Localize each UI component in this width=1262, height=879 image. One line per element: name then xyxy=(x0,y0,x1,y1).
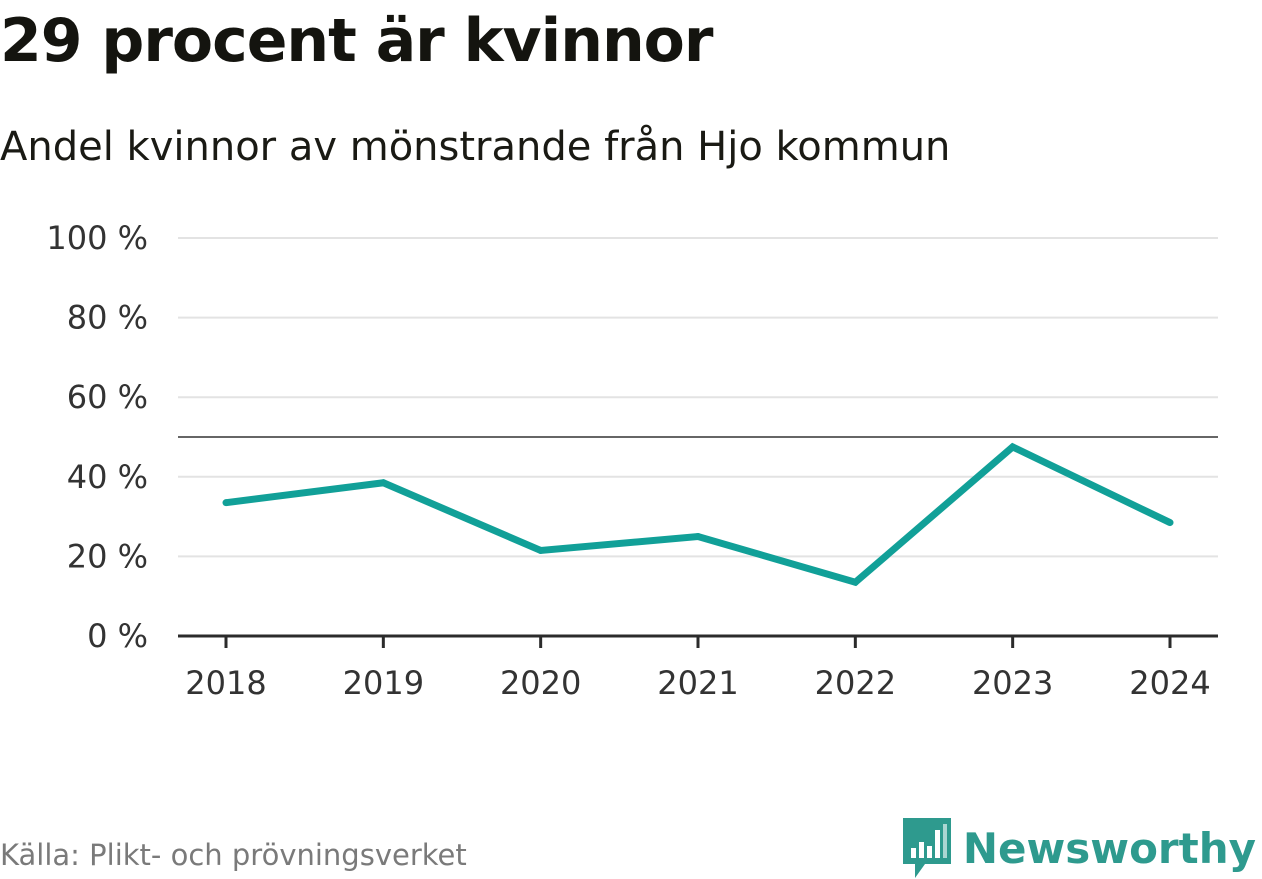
chart-subtitle: Andel kvinnor av mönstrande från Hjo kom… xyxy=(0,124,951,170)
data-point xyxy=(851,578,859,586)
x-tick-label: 2021 xyxy=(657,664,738,702)
data-point xyxy=(694,533,702,540)
y-tick-label: 100 % xyxy=(46,219,148,257)
x-tick-label: 2019 xyxy=(343,664,424,702)
x-axis-labels: 2018 2019 2020 2021 2022 2023 2024 xyxy=(185,664,1210,702)
x-tick-label: 2018 xyxy=(185,664,266,702)
y-tick-label: 20 % xyxy=(67,537,148,575)
x-tick-label: 2023 xyxy=(972,664,1053,702)
x-tick-label: 2024 xyxy=(1129,664,1210,702)
x-tick-label: 2020 xyxy=(500,664,581,702)
gridlines xyxy=(178,237,1218,558)
line-chart: 0 % 20 % 40 % 60 % 80 % 100 % 2018 2019 2020 202… xyxy=(46,219,1218,702)
y-axis-labels: 0 % 20 % 40 % 60 % 80 % 100 % xyxy=(46,219,148,655)
chart-title: 29 procent är kvinnor xyxy=(0,6,713,76)
data-point xyxy=(379,479,387,487)
y-tick-label: 0 % xyxy=(87,617,148,655)
x-axis xyxy=(178,634,1218,648)
brand-name: Newsworthy xyxy=(962,823,1256,873)
data-point xyxy=(1166,519,1174,527)
brand-logo: Newsworthy xyxy=(902,818,1256,878)
y-tick-label: 40 % xyxy=(67,458,148,496)
series-layer xyxy=(222,442,1174,587)
y-tick-label: 80 % xyxy=(67,299,148,337)
source-note: Källa: Plikt- och prövningsverket xyxy=(0,838,467,872)
x-tick-label: 2022 xyxy=(815,664,896,702)
y-tick-label: 60 % xyxy=(67,378,148,416)
newsworthy-logo-icon xyxy=(902,818,951,878)
series-line xyxy=(225,442,1172,587)
data-point xyxy=(537,546,545,554)
data-point xyxy=(222,499,230,507)
data-point xyxy=(1009,443,1017,451)
